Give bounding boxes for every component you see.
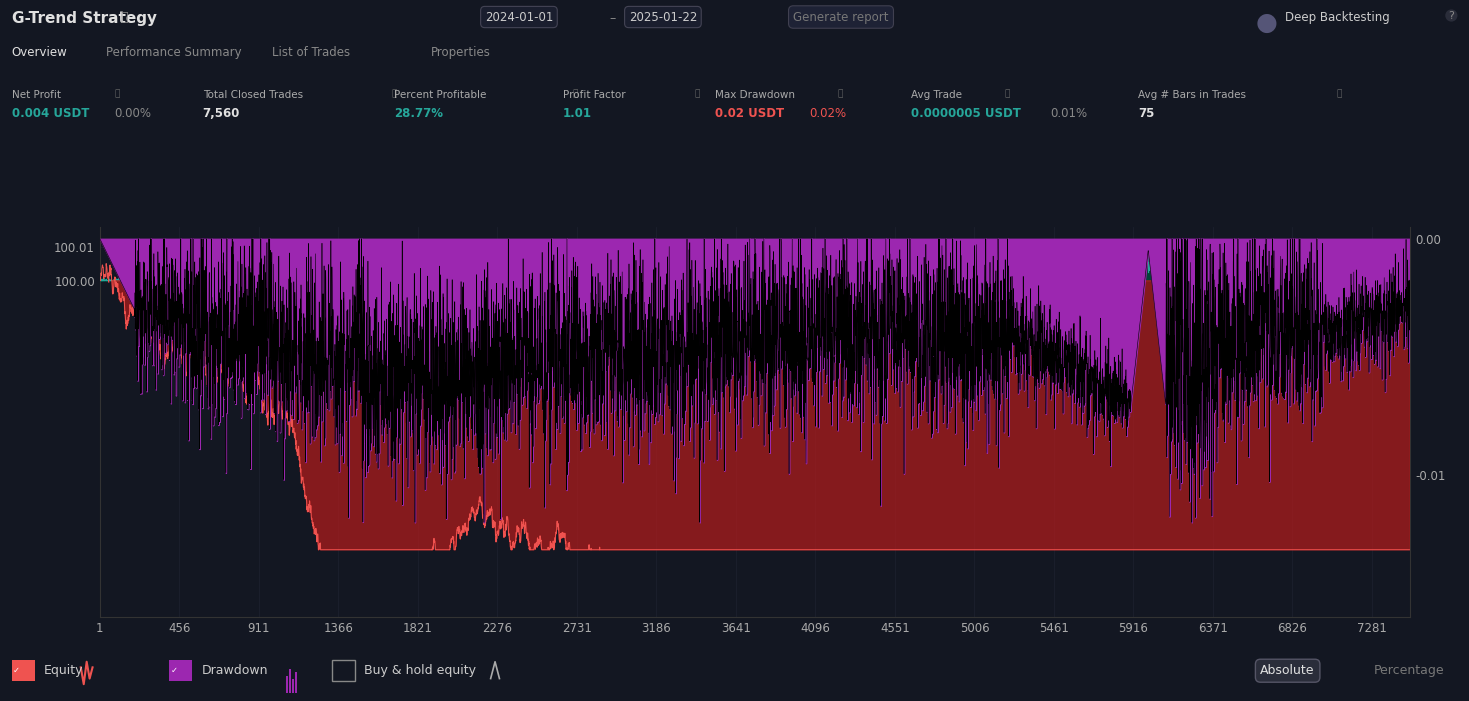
Text: G-Trend Strategy: G-Trend Strategy xyxy=(12,11,157,25)
Text: 0.004 USDT: 0.004 USDT xyxy=(12,107,90,120)
Text: 0.0000005 USDT: 0.0000005 USDT xyxy=(911,107,1021,120)
Text: ?: ? xyxy=(1448,11,1454,20)
FancyBboxPatch shape xyxy=(289,669,291,693)
Text: ✓: ✓ xyxy=(13,666,21,675)
Text: Performance Summary: Performance Summary xyxy=(106,46,241,59)
Text: Deep Backtesting: Deep Backtesting xyxy=(1285,11,1390,24)
Text: Percentage: Percentage xyxy=(1374,665,1444,677)
Text: 0.02 USDT: 0.02 USDT xyxy=(715,107,784,120)
Text: Equity: Equity xyxy=(44,665,84,677)
Text: Avg # Bars in Trades: Avg # Bars in Trades xyxy=(1138,90,1247,100)
Text: –: – xyxy=(610,12,616,25)
Text: ⓘ: ⓘ xyxy=(695,90,699,99)
Text: Profit Factor: Profit Factor xyxy=(563,90,626,100)
Text: ✓: ✓ xyxy=(170,666,178,675)
Text: ⓘ: ⓘ xyxy=(120,11,128,24)
Text: Net Profit: Net Profit xyxy=(12,90,60,100)
Text: ⓘ: ⓘ xyxy=(1005,90,1009,99)
Text: Total Closed Trades: Total Closed Trades xyxy=(203,90,303,100)
Text: 28.77%: 28.77% xyxy=(394,107,442,120)
Text: Properties: Properties xyxy=(430,46,491,59)
Text: ⓘ: ⓘ xyxy=(573,90,579,99)
Text: Overview: Overview xyxy=(12,46,68,59)
Text: Generate report: Generate report xyxy=(793,11,889,24)
Text: Max Drawdown: Max Drawdown xyxy=(715,90,795,100)
Text: ●: ● xyxy=(1256,11,1278,34)
Text: 2025-01-22: 2025-01-22 xyxy=(629,11,698,24)
Text: 1.01: 1.01 xyxy=(563,107,592,120)
Text: List of Trades: List of Trades xyxy=(272,46,350,59)
Text: ⓘ: ⓘ xyxy=(115,90,120,99)
FancyBboxPatch shape xyxy=(169,660,192,681)
Text: 7,560: 7,560 xyxy=(203,107,239,120)
Text: ⓘ: ⓘ xyxy=(837,90,843,99)
FancyBboxPatch shape xyxy=(295,672,297,693)
FancyBboxPatch shape xyxy=(286,676,288,693)
Text: 0.02%: 0.02% xyxy=(809,107,846,120)
Text: 0.01%: 0.01% xyxy=(1050,107,1087,120)
Text: 2024-01-01: 2024-01-01 xyxy=(485,11,554,24)
Text: Absolute: Absolute xyxy=(1260,665,1315,677)
Text: ⓘ: ⓘ xyxy=(1337,90,1343,99)
Text: Percent Profitable: Percent Profitable xyxy=(394,90,486,100)
FancyBboxPatch shape xyxy=(12,660,35,681)
Text: Drawdown: Drawdown xyxy=(201,665,267,677)
Text: Buy & hold equity: Buy & hold equity xyxy=(364,665,476,677)
Text: 75: 75 xyxy=(1138,107,1155,120)
Text: ⓘ: ⓘ xyxy=(391,90,397,99)
Text: Avg Trade: Avg Trade xyxy=(911,90,962,100)
Text: 0.00%: 0.00% xyxy=(115,107,151,120)
